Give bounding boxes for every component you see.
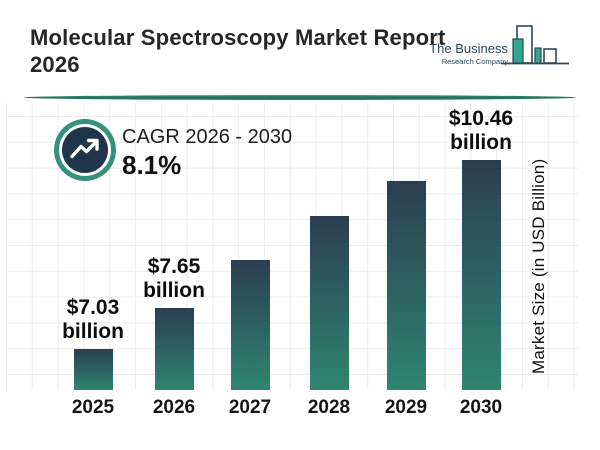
logo-text: The Business Research Company <box>428 41 508 66</box>
title-line-2: 2026 <box>30 52 80 77</box>
logo-subname: Research Company <box>441 57 508 66</box>
bar-2029 <box>386 181 426 390</box>
x-tick-label-2027: 2027 <box>228 397 272 418</box>
x-tick-label-2025: 2025 <box>71 397 115 418</box>
cagr-badge <box>62 127 108 173</box>
bar-value-label-2025: $7.03 billion <box>62 296 124 343</box>
cagr-label: CAGR 2026 - 2030 <box>122 126 293 148</box>
page-title: Molecular Spectroscopy Market Report 2026 <box>30 24 460 78</box>
company-logo: The Business Research Company <box>428 24 578 74</box>
x-tick-label-2030: 2030 <box>459 397 503 418</box>
title-line-1: Molecular Spectroscopy Market Report <box>30 25 446 50</box>
logo-name: The Business <box>429 41 508 56</box>
bar-value-label-2030: $10.46 billion <box>448 107 514 154</box>
logo-bars-icon <box>501 25 569 65</box>
x-tick-label-2029: 2029 <box>384 397 428 418</box>
trending-up-icon <box>70 138 99 159</box>
cagr-value: 8.1% <box>122 150 182 180</box>
x-tick-label-2026: 2026 <box>152 397 196 418</box>
bar-2028 <box>309 216 349 390</box>
bar-2027 <box>230 260 270 390</box>
bar-value-label-2026: $7.65 billion <box>143 255 205 302</box>
bar-2030 <box>461 160 501 390</box>
x-tick-label-2028: 2028 <box>307 397 351 418</box>
bar-2025 <box>73 349 113 390</box>
y-axis-label: Market Size (in USD Billion) <box>529 158 548 374</box>
header-divider <box>24 95 576 100</box>
bar-2026 <box>154 308 194 390</box>
